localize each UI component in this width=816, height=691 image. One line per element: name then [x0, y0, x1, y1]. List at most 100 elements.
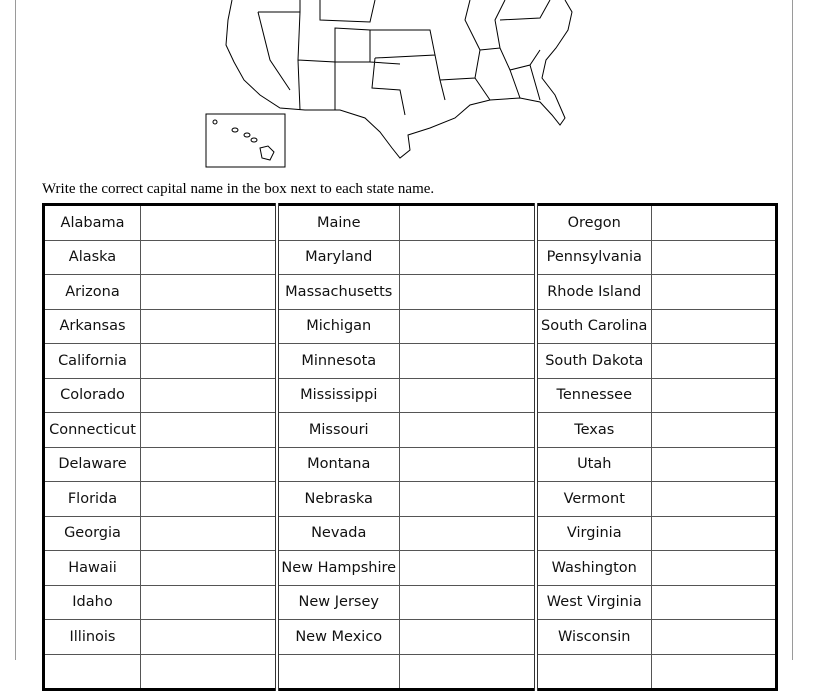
- capital-answer-box[interactable]: [651, 308, 777, 344]
- table-row: [43, 653, 777, 690]
- state-name: Nebraska: [276, 481, 400, 517]
- table-row: Alaska Maryland Pennsylvania: [43, 239, 777, 275]
- capital-answer-box[interactable]: [651, 619, 777, 655]
- hawaii-islands: [212, 119, 275, 161]
- state-name: New Mexico: [276, 619, 400, 655]
- table-row: Idaho New Jersey West Virginia: [43, 584, 777, 620]
- capital-answer-box[interactable]: [399, 308, 538, 344]
- table-row: Alabama Maine Oregon: [43, 204, 777, 241]
- state-name: Arizona: [43, 274, 141, 310]
- capital-answer-box[interactable]: [140, 274, 279, 310]
- us-map-outline: [205, 0, 573, 168]
- state-name: Maine: [276, 204, 400, 241]
- capital-answer-box[interactable]: [140, 412, 279, 448]
- capital-answer-box[interactable]: [399, 204, 538, 241]
- state-name: Mississippi: [276, 377, 400, 413]
- state-name: Utah: [535, 446, 652, 482]
- capital-answer-box[interactable]: [651, 274, 777, 310]
- state-name: Montana: [276, 446, 400, 482]
- capital-answer-box[interactable]: [399, 550, 538, 586]
- table-row: Hawaii New Hampshire Washington: [43, 550, 777, 586]
- capital-answer-box[interactable]: [140, 481, 279, 517]
- state-name: Florida: [43, 481, 141, 517]
- capital-answer-box[interactable]: [651, 550, 777, 586]
- table-row: Arkansas Michigan South Carolina: [43, 308, 777, 344]
- capital-answer-box[interactable]: [140, 204, 279, 241]
- state-name: Arkansas: [43, 308, 141, 344]
- capital-answer-box[interactable]: [651, 343, 777, 379]
- state-name: Nevada: [276, 515, 400, 551]
- mainland-outline: [225, 0, 573, 159]
- state-name: Oregon: [535, 204, 652, 241]
- capital-answer-box[interactable]: [399, 653, 538, 690]
- capital-answer-box[interactable]: [651, 239, 777, 275]
- capital-answer-box[interactable]: [399, 481, 538, 517]
- capital-answer-box[interactable]: [399, 274, 538, 310]
- state-name: Texas: [535, 412, 652, 448]
- capital-answer-box[interactable]: [140, 550, 279, 586]
- capital-answer-box[interactable]: [651, 481, 777, 517]
- capital-answer-box[interactable]: [651, 204, 777, 241]
- state-name: South Dakota: [535, 343, 652, 379]
- capital-answer-box[interactable]: [140, 653, 279, 690]
- state-name: Illinois: [43, 619, 141, 655]
- state-name: Rhode Island: [535, 274, 652, 310]
- state-name: [276, 653, 400, 690]
- state-name: [43, 653, 141, 690]
- capital-answer-box[interactable]: [140, 343, 279, 379]
- table-row: California Minnesota South Dakota: [43, 343, 777, 379]
- state-name: Tennessee: [535, 377, 652, 413]
- state-name: Georgia: [43, 515, 141, 551]
- capital-answer-box[interactable]: [651, 653, 777, 690]
- state-name: California: [43, 343, 141, 379]
- state-name: Virginia: [535, 515, 652, 551]
- table-row: Connecticut Missouri Texas: [43, 412, 777, 448]
- state-name: Idaho: [43, 584, 141, 620]
- state-name: Maryland: [276, 239, 400, 275]
- capital-answer-box[interactable]: [651, 584, 777, 620]
- capital-answer-box[interactable]: [140, 446, 279, 482]
- table-row: Georgia Nevada Virginia: [43, 515, 777, 551]
- state-name: Hawaii: [43, 550, 141, 586]
- state-name: Colorado: [43, 377, 141, 413]
- state-borders: [257, 0, 551, 116]
- state-name: Alabama: [43, 204, 141, 241]
- state-name: Vermont: [535, 481, 652, 517]
- capital-answer-box[interactable]: [399, 377, 538, 413]
- capital-answer-box[interactable]: [399, 343, 538, 379]
- capital-answer-box[interactable]: [651, 446, 777, 482]
- capital-answer-box[interactable]: [399, 446, 538, 482]
- state-name: Connecticut: [43, 412, 141, 448]
- capital-answer-box[interactable]: [399, 584, 538, 620]
- capital-answer-box[interactable]: [140, 239, 279, 275]
- state-name: South Carolina: [535, 308, 652, 344]
- table-row: Arizona Massachusetts Rhode Island: [43, 274, 777, 310]
- state-name: Washington: [535, 550, 652, 586]
- state-name: Minnesota: [276, 343, 400, 379]
- capital-answer-box[interactable]: [651, 515, 777, 551]
- state-name: New Hampshire: [276, 550, 400, 586]
- capital-answer-box[interactable]: [651, 377, 777, 413]
- instructions: Write the correct capital name in the bo…: [42, 181, 435, 197]
- state-name: Wisconsin: [535, 619, 652, 655]
- table-row: Delaware Montana Utah: [43, 446, 777, 482]
- capital-answer-box[interactable]: [140, 619, 279, 655]
- capital-answer-box[interactable]: [140, 515, 279, 551]
- capital-answer-box[interactable]: [399, 619, 538, 655]
- page-border-right: [792, 0, 793, 660]
- state-name: Alaska: [43, 239, 141, 275]
- page-border-left: [15, 0, 16, 660]
- state-name: New Jersey: [276, 584, 400, 620]
- capital-answer-box[interactable]: [399, 515, 538, 551]
- capitals-table: Alabama Maine Oregon Alaska Maryland Pennsylv…: [42, 203, 778, 691]
- capital-answer-box[interactable]: [651, 412, 777, 448]
- capital-answer-box[interactable]: [140, 377, 279, 413]
- table-row: Illinois New Mexico Wisconsin: [43, 619, 777, 655]
- capital-answer-box[interactable]: [399, 239, 538, 275]
- table-row: Florida Nebraska Vermont: [43, 481, 777, 517]
- capital-answer-box[interactable]: [140, 308, 279, 344]
- capital-answer-box[interactable]: [399, 412, 538, 448]
- table-row: Colorado Mississippi Tennessee: [43, 377, 777, 413]
- state-name: [535, 653, 652, 690]
- capital-answer-box[interactable]: [140, 584, 279, 620]
